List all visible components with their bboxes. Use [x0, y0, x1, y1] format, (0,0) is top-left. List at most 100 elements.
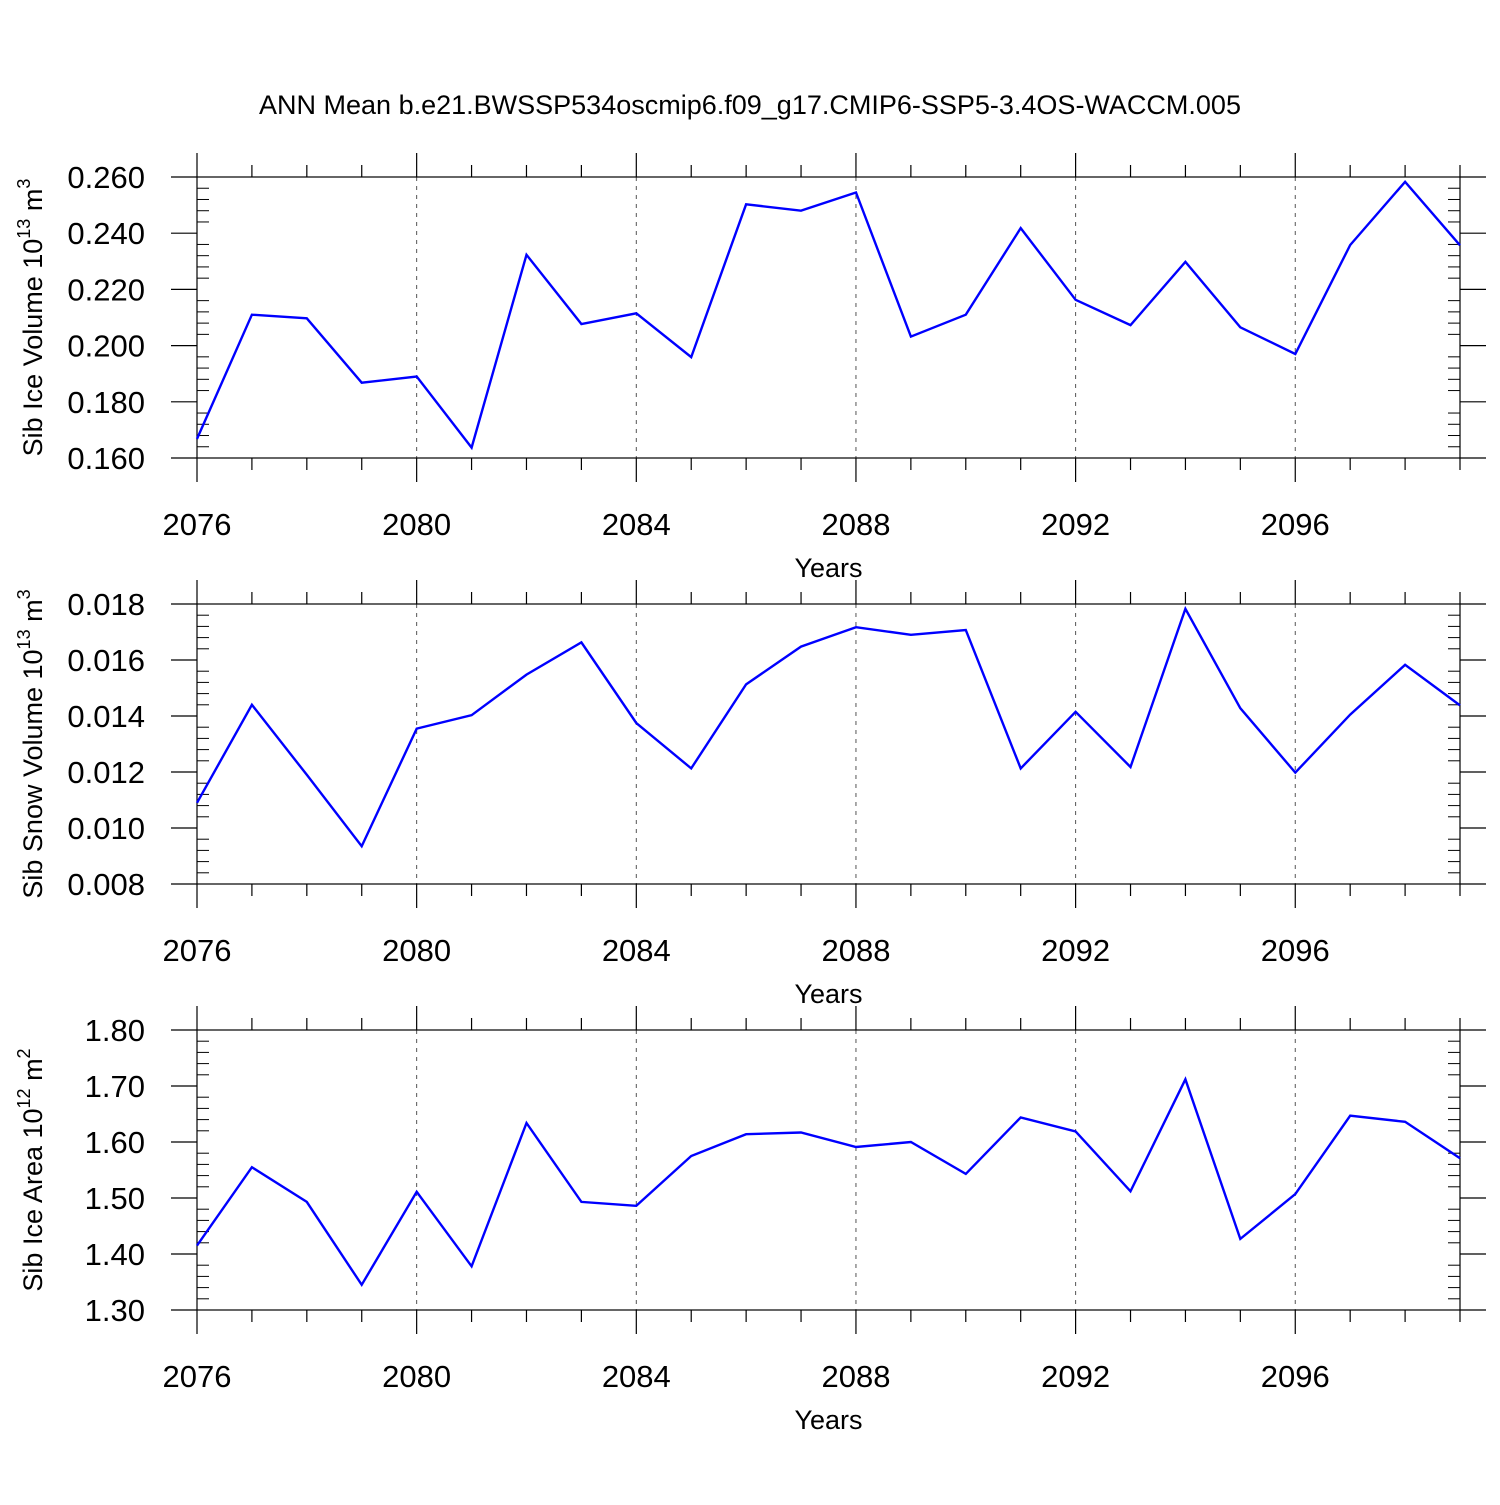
y-tick-label: 0.014	[67, 699, 145, 734]
data-point	[305, 773, 309, 777]
x-tick-label: 2076	[163, 507, 232, 542]
plot-panel-3: 1.30 1.40 1.50 1.60 1.70 1.80 2076 2080 2084 2088…	[14, 1006, 1486, 1435]
x-tick-label: 2088	[821, 933, 890, 968]
data-point	[799, 645, 803, 649]
series-line	[195, 605, 1461, 849]
x-tick-label: 2080	[382, 507, 451, 542]
data-point	[1019, 766, 1023, 770]
data-point	[909, 335, 913, 339]
y-axis-label: Sib Ice Volume 1013 m3	[14, 179, 48, 457]
y-tick-label: 0.220	[67, 272, 145, 307]
x-tick-label: 2084	[602, 507, 671, 542]
data-point	[689, 355, 693, 359]
data-point	[305, 1200, 309, 1204]
data-point	[1129, 1189, 1133, 1193]
data-point	[744, 202, 748, 206]
plot-frame	[196, 176, 1461, 459]
data-point	[964, 313, 968, 317]
y-axis-label-superscript: 2	[14, 1048, 34, 1058]
data-point	[854, 625, 858, 629]
y-axis-label-superscript: 13	[14, 219, 34, 239]
data-point	[964, 628, 968, 632]
data-point	[1183, 1077, 1187, 1081]
data-point	[360, 1283, 364, 1287]
y-tick-label: 0.260	[67, 160, 145, 195]
data-point	[579, 1200, 583, 1204]
data-point	[1019, 1115, 1023, 1119]
data-point	[1074, 710, 1078, 714]
data-point	[909, 633, 913, 637]
data-point	[415, 375, 419, 379]
data-point	[799, 1130, 803, 1134]
data-point	[1348, 243, 1352, 247]
data-point	[305, 316, 309, 320]
data-point	[854, 1145, 858, 1149]
data-point	[524, 1121, 528, 1125]
data-point	[1293, 352, 1297, 356]
data-point	[634, 1204, 638, 1208]
y-axis-label-superscript: 3	[14, 589, 34, 599]
data-point	[744, 1132, 748, 1136]
y-axis-label-text: m	[18, 599, 48, 629]
y-tick-label: 1.30	[85, 1293, 145, 1328]
y-tick-label: 0.200	[67, 329, 145, 364]
y-tick-label: 1.40	[85, 1237, 145, 1272]
data-point	[1348, 1114, 1352, 1118]
x-tick-label: 2088	[821, 507, 890, 542]
y-tick-label: 0.012	[67, 755, 145, 790]
x-tick-label: 2084	[602, 1359, 671, 1394]
data-point	[1074, 1129, 1078, 1133]
y-axis-label-text: Sib Ice Volume 10	[18, 239, 48, 457]
data-point	[524, 253, 528, 257]
y-tick-label: 1.50	[85, 1181, 145, 1216]
data-point	[1129, 323, 1133, 327]
y-axis-label-text: m	[18, 1058, 48, 1088]
data-point	[634, 721, 638, 725]
data-point	[524, 673, 528, 677]
x-tick-label: 2092	[1041, 507, 1110, 542]
plot-panel-2: 0.008 0.010 0.012 0.014 0.016 0.018 2076 2080 20…	[14, 580, 1486, 1009]
chart-title: ANN Mean b.e21.BWSSP534oscmip6.f09_g17.C…	[259, 90, 1241, 120]
x-axis-label: Years	[794, 1405, 862, 1435]
y-axis-label: Sib Snow Volume 1013 m3	[14, 589, 48, 898]
data-point	[195, 801, 199, 805]
data-point	[1238, 1237, 1242, 1241]
data-point	[634, 311, 638, 315]
data-point	[1293, 1192, 1297, 1196]
data-point	[579, 322, 583, 326]
x-tick-label: 2092	[1041, 1359, 1110, 1394]
data-point	[1183, 607, 1187, 611]
y-tick-label: 0.008	[67, 867, 145, 902]
data-point	[689, 766, 693, 770]
y-tick-label: 0.018	[67, 587, 145, 622]
data-point	[1074, 298, 1078, 302]
data-point	[1403, 663, 1407, 667]
y-tick-label: 1.80	[85, 1013, 145, 1048]
x-axis-label: Years	[794, 553, 862, 583]
data-point	[744, 682, 748, 686]
data-point	[579, 640, 583, 644]
y-axis-label-text: m	[18, 189, 48, 219]
data-point	[964, 1172, 968, 1176]
y-tick-label: 0.240	[67, 216, 145, 251]
data-point	[1293, 771, 1297, 775]
y-tick-label: 0.010	[67, 811, 145, 846]
x-tick-label: 2096	[1261, 1359, 1330, 1394]
x-tick-label: 2092	[1041, 933, 1110, 968]
data-point	[360, 381, 364, 385]
data-point	[799, 209, 803, 213]
data-point	[1129, 765, 1133, 769]
y-tick-label: 1.60	[85, 1125, 145, 1160]
y-tick-label: 1.70	[85, 1069, 145, 1104]
data-point	[415, 727, 419, 731]
data-point	[1238, 325, 1242, 329]
y-axis-label-superscript: 13	[14, 629, 34, 649]
data-point	[909, 1140, 913, 1144]
plot-frame	[196, 603, 1461, 885]
data-point	[470, 1264, 474, 1268]
y-tick-label: 0.016	[67, 643, 145, 678]
data-point	[415, 1190, 419, 1194]
x-tick-label: 2076	[163, 933, 232, 968]
